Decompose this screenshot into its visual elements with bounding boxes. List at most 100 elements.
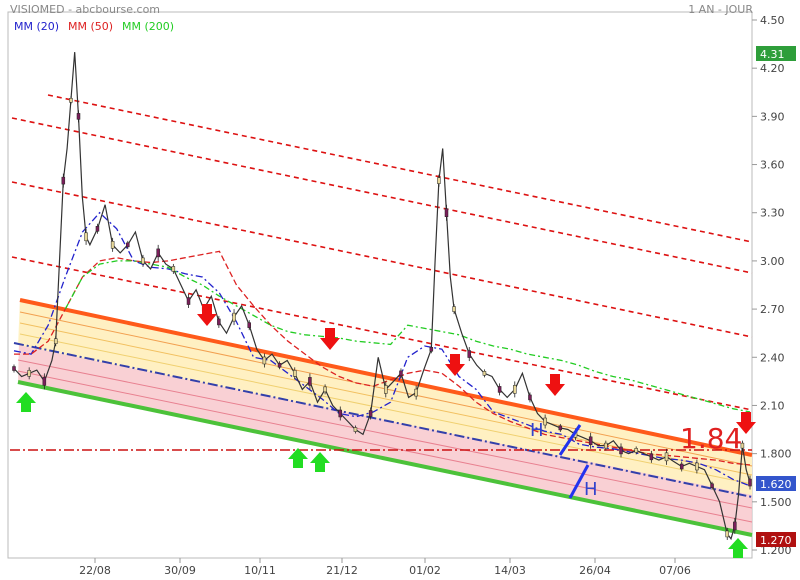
x-tick-label: 14/03 (494, 564, 526, 577)
price-badge (756, 46, 796, 61)
candle-body (710, 483, 714, 489)
candle-body (84, 232, 88, 242)
candle-body (733, 521, 737, 531)
y-tick-label: 4.50 (760, 14, 785, 27)
candle-body (186, 297, 191, 305)
candle-body (156, 248, 160, 258)
candle-body (695, 462, 699, 471)
x-axis: 22/08 30/09 10/11 21/12 01/02 14/03 26/04 07/06 (79, 558, 691, 577)
price-badge (756, 476, 796, 491)
pattern-neckline-2 (568, 464, 590, 499)
pattern-label-h2: H (584, 479, 598, 500)
pattern-label-h1: H (530, 420, 544, 441)
price-badge-label: 1.270 (760, 534, 792, 547)
candle-body (76, 113, 81, 120)
up-arrow-icon (310, 452, 330, 472)
candle-body (217, 318, 221, 326)
down-arrow-icon (197, 304, 217, 326)
channel-inner-lines (17, 311, 753, 523)
ma-line-2 (64, 260, 751, 413)
y-tick-label: 3.00 (760, 255, 785, 268)
dashed-resistance-lines (11, 94, 753, 411)
candle-body (384, 385, 388, 394)
signal-arrows (16, 304, 756, 558)
candle-body (725, 530, 729, 538)
channel-top-line (19, 298, 753, 457)
price-badge-label: 1.620 (760, 478, 792, 491)
price-badge-label: 4.31 (760, 48, 785, 61)
x-tick-label: 26/04 (579, 564, 611, 577)
candle-body (61, 176, 66, 185)
symbol-label: VISIOMED - abcbourse.com (10, 3, 161, 16)
x-tick-label: 07/06 (659, 564, 691, 577)
candle-body (110, 241, 115, 249)
candle-body (171, 266, 176, 272)
y-tick-label: 2.40 (760, 351, 785, 364)
candle-body (414, 388, 418, 397)
candle-body (452, 306, 456, 312)
symbol-name: VISIOMED (10, 3, 65, 16)
candle-body (619, 446, 623, 455)
candle-body (232, 312, 236, 322)
candle-body (444, 208, 449, 217)
candle-body (247, 322, 251, 328)
candle-body (467, 350, 472, 358)
candle-body (664, 452, 669, 462)
candle-body (497, 386, 502, 393)
candle-body (399, 370, 403, 377)
candle-body (748, 478, 752, 487)
period-label: 1 AN - JOUR (688, 3, 753, 16)
legend-ma20: MM (20) (14, 20, 60, 33)
up-arrow-icon (728, 538, 748, 558)
channel-bottom-line (17, 380, 753, 537)
y-tick-label: 2.10 (760, 399, 785, 412)
down-arrow-icon (445, 354, 465, 376)
y-tick-label: 2.70 (760, 303, 785, 316)
candle-body (262, 356, 267, 365)
pattern-neckline-1 (558, 424, 582, 456)
y-tick-label: 4.20 (760, 62, 785, 75)
price-badges: 4.31 1.620 1.270 (756, 46, 796, 547)
candle-body (482, 371, 487, 376)
candle-body (437, 177, 441, 184)
candle-body (277, 363, 282, 368)
level-annotation: 1.84 (680, 422, 742, 455)
candle-body (634, 448, 638, 453)
candle-body (588, 436, 593, 446)
y-tick-label: 1.800 (760, 448, 792, 461)
legend-ma200: MM (200) (122, 20, 175, 33)
x-tick-label: 30/09 (164, 564, 196, 577)
candle-body (338, 409, 343, 418)
candle-body (69, 98, 73, 103)
candle-body (27, 370, 31, 377)
ma-line-1 (14, 250, 751, 466)
source-name: abcbourse.com (75, 3, 161, 16)
candle-body (528, 394, 532, 401)
legend-ma50: MM (50) (68, 20, 114, 33)
candle-body (368, 410, 373, 417)
x-tick-label: 21/12 (326, 564, 358, 577)
x-tick-label: 01/02 (409, 564, 441, 577)
up-arrow-icon (288, 448, 308, 468)
candle-body (141, 257, 145, 265)
y-axis: 4.50 4.20 3.90 3.60 3.30 3.00 2.70 2.40 2.10 1.80… (752, 14, 792, 557)
up-arrow-icon (16, 392, 36, 412)
down-arrow-icon (736, 412, 756, 434)
candle-body (12, 366, 16, 371)
price-layer (12, 52, 752, 541)
candle-body (353, 427, 358, 432)
y-tick-label: 3.90 (760, 110, 785, 123)
candle-body (513, 385, 517, 394)
candle-body (323, 386, 327, 393)
price-badge (756, 532, 796, 547)
candle-body (126, 242, 130, 248)
candle-body (679, 463, 684, 470)
candle-body (429, 346, 434, 352)
down-arrow-icon (545, 374, 565, 396)
candle-body (558, 425, 563, 431)
y-tick-label: 1.500 (760, 496, 792, 509)
candle-body (53, 338, 58, 344)
series-layer (13, 211, 751, 487)
y-tick-label: 3.30 (760, 207, 785, 220)
